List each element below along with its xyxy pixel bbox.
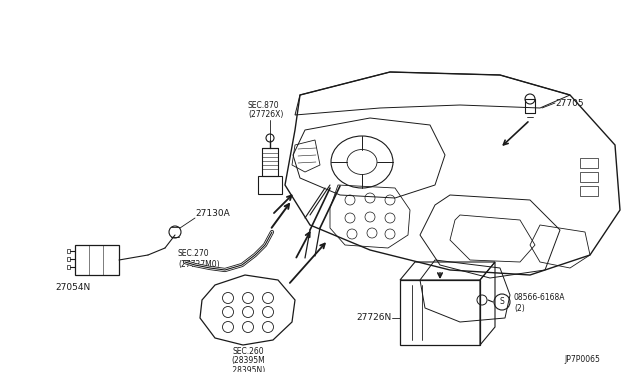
Text: SEC.260: SEC.260 [232, 347, 264, 356]
Text: S: S [500, 298, 504, 307]
Bar [580, 186, 598, 196]
Text: 27705: 27705 [555, 99, 584, 108]
Text: 27054N: 27054N [55, 283, 90, 292]
Bar [75, 245, 119, 275]
Bar [67, 265, 70, 269]
Bar [67, 249, 70, 253]
Text: 27130A: 27130A [195, 208, 230, 218]
Bar [400, 280, 480, 345]
Text: 27726N: 27726N [356, 314, 392, 323]
Bar [580, 172, 598, 182]
Text: 28395N): 28395N) [230, 366, 266, 372]
Text: (27727M0): (27727M0) [178, 260, 220, 269]
Text: (27726X): (27726X) [248, 110, 284, 119]
Bar [580, 158, 598, 168]
Text: JP7P0065: JP7P0065 [564, 356, 600, 365]
Bar [262, 148, 278, 176]
Bar [525, 99, 535, 113]
Text: 08566-6168A: 08566-6168A [514, 294, 566, 302]
Bar [258, 176, 282, 194]
Text: SEC.270: SEC.270 [178, 250, 210, 259]
Text: (2): (2) [514, 305, 525, 314]
Text: SEC.870: SEC.870 [248, 100, 280, 109]
Text: (28395M: (28395M [231, 356, 265, 366]
Bar [67, 257, 70, 261]
